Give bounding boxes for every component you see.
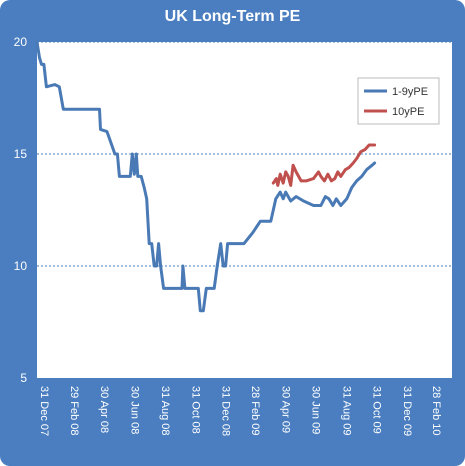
x-tick-label: 31 Aug 09 <box>340 386 352 436</box>
y-tick-label: 15 <box>14 147 28 161</box>
x-tick-label: 31 Dec 08 <box>220 386 232 436</box>
y-tick-label: 5 <box>20 371 27 385</box>
series-lines <box>35 40 377 313</box>
legend-label-10ype: 10yPE <box>392 106 424 118</box>
x-tick-label: 30 Apr 09 <box>279 386 291 433</box>
series-line-10ype <box>271 143 377 187</box>
series-line-1-9ype <box>35 40 377 313</box>
legend-label-1-9ype: 1-9yPE <box>392 86 428 98</box>
legend: 1-9yPE 10yPE <box>357 77 440 125</box>
x-tick-label: 28 Feb 10 <box>430 386 442 436</box>
x-tick-label: 31 Oct 08 <box>189 386 201 434</box>
y-tick-label: 10 <box>14 259 28 273</box>
x-tick-label: 31 Dec 07 <box>38 386 50 436</box>
grid-lines <box>37 41 452 267</box>
y-tick-label: 20 <box>14 35 28 49</box>
x-tick-label: 30 Apr 08 <box>98 386 110 433</box>
chart-title: UK Long-Term PE <box>164 8 301 25</box>
x-tick-label: 30 Jun 08 <box>128 386 140 434</box>
x-tick-label: 28 Feb 09 <box>249 386 261 436</box>
legend-box <box>357 77 440 125</box>
x-tick-label: 31 Aug 08 <box>159 386 171 436</box>
x-tick-label: 31 Oct 09 <box>371 386 383 434</box>
x-tick-label: 29 Feb 08 <box>68 386 80 436</box>
y-tick-labels: 5 10 15 20 <box>14 35 28 385</box>
x-tick-labels: 31 Dec 07 29 Feb 08 30 Apr 08 30 Jun 08 31 A… <box>38 386 442 436</box>
x-tick-label: 31 Dec 09 <box>401 386 413 436</box>
x-tick-label: 30 Jun 09 <box>310 386 322 434</box>
